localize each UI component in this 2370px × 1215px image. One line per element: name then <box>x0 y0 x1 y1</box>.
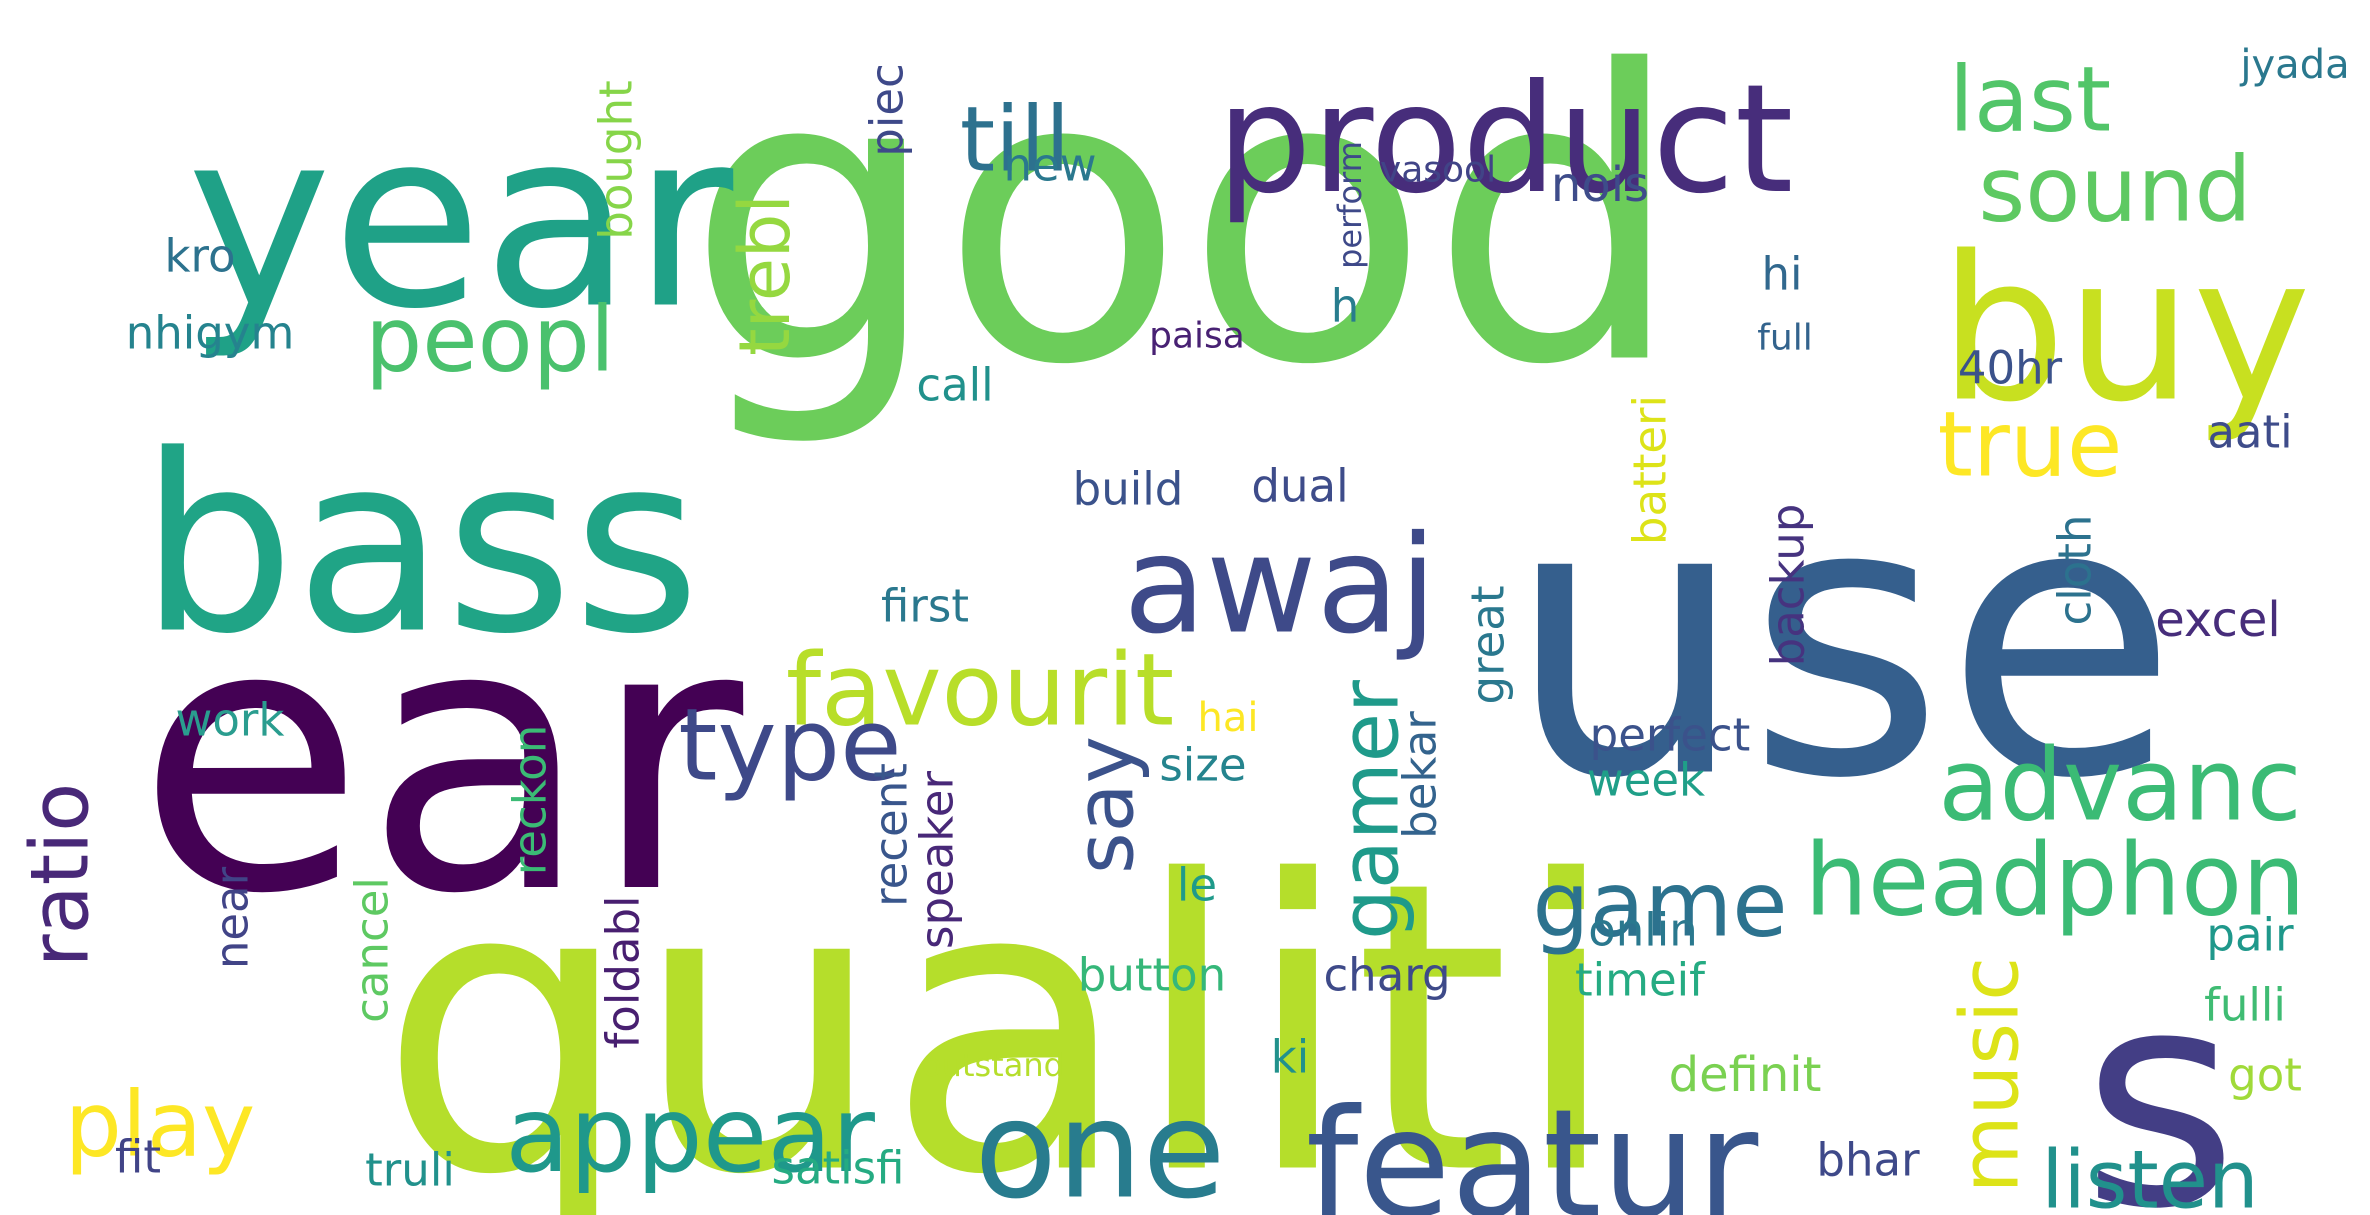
word-build: build <box>1073 463 1184 516</box>
word-charg: charg <box>1323 949 1450 1002</box>
word-say: say <box>1059 736 1152 874</box>
word-nois: nois <box>1551 157 1649 213</box>
word-paisa: paisa <box>1149 316 1245 357</box>
word-advanc: advanc <box>1938 727 2302 844</box>
word-buy: buy <box>1939 214 2311 447</box>
word-backup: backup <box>1762 504 1815 667</box>
word-s: s <box>2082 926 2238 1215</box>
word-nhigym: nhigym <box>126 307 295 360</box>
word-bought: bought <box>590 80 643 239</box>
word-timeif: timeif <box>1575 954 1706 1007</box>
word-game: game <box>1532 853 1787 958</box>
word-trebl: trebl <box>724 194 806 356</box>
word-gamer: gamer <box>1324 680 1417 940</box>
word-music: music <box>1944 957 2037 1194</box>
word-great: great <box>1462 586 1515 705</box>
word-onlin: onlin <box>1588 904 1698 957</box>
word-favourit: favourit <box>786 632 1174 749</box>
word-use: use <box>1506 419 2179 862</box>
word-last: last <box>1949 48 2111 153</box>
word-peopl: peopl <box>365 288 615 393</box>
word-h: h <box>1331 280 1360 333</box>
word-satisfi: satisfi <box>772 1142 905 1195</box>
word-le: le <box>1177 859 1217 912</box>
word-one: one <box>974 1072 1225 1215</box>
word-good: good <box>686 0 1683 453</box>
word-fulli: fulli <box>2204 979 2286 1032</box>
word-reckon: reckon <box>504 725 557 875</box>
word-near: near <box>206 866 259 969</box>
word-hai: hai <box>1198 695 1259 741</box>
word-recent: recent <box>865 763 918 907</box>
word-vasool: vasool <box>1380 150 1496 191</box>
word-hi: hi <box>1761 248 1802 301</box>
word-year: year <box>187 78 734 363</box>
word-headphon: headphon <box>1804 822 2305 939</box>
word-bekar: bekar <box>1394 711 1447 839</box>
word-aati: aati <box>2207 406 2292 459</box>
word-pair: pair <box>2206 909 2294 962</box>
word-got: got <box>2228 1049 2302 1102</box>
word-new: new <box>1003 139 1096 192</box>
word-excel: excel <box>2155 592 2281 648</box>
word-featur: featur <box>1306 1078 1759 1215</box>
word-truli: truli <box>365 1144 455 1197</box>
word-ratio: ratio <box>14 783 107 967</box>
word-work: work <box>176 694 285 747</box>
word-first: first <box>881 580 969 633</box>
word-perfect: perfect <box>1590 709 1751 762</box>
word-till: till <box>960 88 1070 193</box>
word-piec: piec <box>861 63 914 157</box>
word-fit: fit <box>115 1131 161 1184</box>
word-bass: bass <box>140 403 701 688</box>
word-cloth: cloth <box>2049 515 2102 626</box>
word-ear: ear <box>137 545 747 975</box>
word-type: type <box>678 687 901 804</box>
word-button: button <box>1078 949 1226 1002</box>
word-call: call <box>916 359 993 412</box>
word-appear: appear <box>505 1074 876 1196</box>
word-outstand: outstand <box>922 1046 1064 1084</box>
word-sound: sound <box>1978 138 2251 243</box>
word-foldabl: foldabl <box>597 895 650 1048</box>
word-dual: dual <box>1251 460 1348 513</box>
word-product: product <box>1217 53 1794 227</box>
word-perform: perform <box>1331 141 1369 269</box>
word-week: week <box>1587 754 1705 807</box>
word-listen: listen <box>2041 1134 2258 1215</box>
word-size: size <box>1159 739 1246 792</box>
word-speaker: speaker <box>911 771 964 949</box>
word-awaj: awaj <box>1123 507 1436 664</box>
word-play: play <box>65 1073 256 1178</box>
word-40hr: 40hr <box>1958 342 2063 395</box>
word-true: true <box>1938 393 2123 498</box>
word-cancel: cancel <box>346 877 399 1023</box>
word-kro: kro <box>164 230 235 283</box>
word-definit: definit <box>1669 1047 1822 1103</box>
word-full: full <box>1757 318 1813 359</box>
word-jyada: jyada <box>2239 42 2349 88</box>
word-bhar: bhar <box>1816 1134 1920 1187</box>
word-batteri: batteri <box>1624 395 1677 545</box>
word-ki: ki <box>1271 1031 1310 1084</box>
word-qualiti: qualiti <box>379 798 1622 1215</box>
